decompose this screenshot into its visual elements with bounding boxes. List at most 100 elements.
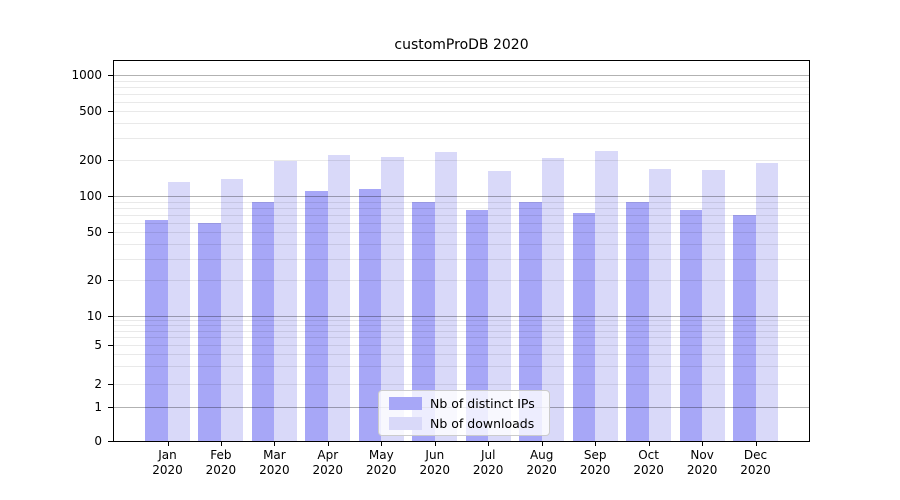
bar-downloads: [167, 181, 190, 441]
y-gridline-minor: [114, 222, 809, 224]
y-gridline-minor: [114, 279, 809, 281]
y-gridline-minor: [114, 159, 809, 161]
y-gridline-minor: [114, 86, 809, 88]
bar-distinct-ips: [198, 222, 221, 441]
y-tick-mark: [108, 159, 113, 161]
y-gridline-minor: [114, 243, 809, 245]
y-gridline-minor: [114, 80, 809, 82]
bar-downloads: [434, 151, 458, 441]
bar-distinct-ips: [519, 202, 542, 441]
bar-downloads: [702, 170, 725, 441]
x-tick-label: Jan 2020: [152, 448, 183, 477]
x-tick-mark: [702, 442, 704, 446]
x-tick-mark: [167, 442, 169, 446]
x-tick-mark: [595, 442, 597, 446]
bar-downloads: [488, 170, 511, 441]
y-tick-label: 10: [86, 308, 102, 323]
chart-title: customProDB 2020: [394, 37, 529, 53]
bar-distinct-ips: [733, 214, 756, 441]
y-gridline-minor: [114, 320, 809, 322]
bar-distinct-ips: [305, 191, 328, 441]
bar-distinct-ips: [679, 209, 703, 441]
y-tick-mark: [108, 232, 113, 234]
bar-downloads: [220, 178, 244, 441]
y-gridline-minor: [114, 232, 809, 234]
x-tick-label: Jun 2020: [419, 448, 451, 477]
x-tick-mark: [648, 442, 650, 446]
bar-distinct-ips: [465, 209, 489, 441]
y-tick-mark: [108, 383, 113, 385]
y-tick-mark: [108, 315, 113, 317]
y-gridline-minor: [114, 201, 809, 203]
y-gridline-minor: [114, 101, 809, 103]
x-tick-mark: [541, 442, 543, 446]
bar-distinct-ips: [145, 220, 168, 441]
y-gridline-minor: [114, 325, 809, 326]
y-tick-label: 5: [94, 337, 102, 352]
x-tick-mark: [755, 442, 757, 446]
legend-swatch-distinct-ips: [389, 396, 422, 410]
bar-distinct-ips: [358, 188, 382, 441]
x-tick-label: Aug 2020: [526, 448, 557, 477]
x-tick-label: May 2020: [366, 448, 397, 477]
x-tick-label: Oct 2020: [633, 448, 664, 477]
y-tick-label: 200: [79, 152, 102, 167]
x-tick-mark: [220, 442, 222, 446]
x-tick-mark: [488, 442, 490, 446]
x-tick-label: Mar 2020: [259, 448, 290, 477]
bar-downloads: [648, 168, 672, 441]
x-tick-label: Jul 2020: [472, 448, 504, 477]
y-tick-label: 2: [94, 376, 102, 391]
x-tick-label: Nov 2020: [686, 448, 718, 477]
x-tick-mark: [274, 442, 276, 446]
y-gridline-minor: [114, 123, 809, 125]
bar-distinct-ips: [251, 202, 275, 441]
legend-label: Nb of distinct IPs: [430, 395, 535, 411]
y-tick-mark: [108, 74, 113, 76]
y-gridline-minor: [114, 214, 809, 216]
x-tick-mark: [434, 442, 436, 446]
y-gridline-minor: [114, 354, 809, 356]
y-tick-label: 1: [94, 399, 102, 414]
plot-area: [113, 60, 810, 442]
bar-downloads: [595, 150, 618, 441]
x-tick-label: Sep 2020: [579, 448, 611, 477]
y-gridline-major: [114, 74, 809, 76]
y-tick-mark: [108, 196, 113, 198]
y-gridline-minor: [114, 344, 809, 346]
y-gridline-minor: [114, 258, 809, 260]
x-tick-mark: [327, 442, 329, 446]
y-tick-mark: [108, 441, 113, 442]
x-tick-label: Apr 2020: [312, 448, 344, 477]
legend-item: Nb of distinct IPs: [389, 396, 549, 411]
y-tick-label: 0: [94, 434, 102, 448]
y-tick-mark: [108, 344, 113, 346]
y-gridline-minor: [114, 383, 809, 385]
y-gridline-major: [114, 196, 809, 198]
y-tick-label: 1000: [71, 67, 102, 82]
y-gridline-minor: [114, 330, 809, 332]
bar-downloads: [327, 155, 351, 441]
y-gridline-minor: [114, 138, 809, 140]
y-gridline-minor: [114, 93, 809, 95]
bar-downloads: [274, 160, 297, 441]
y-tick-mark: [108, 279, 113, 281]
bar-downloads: [755, 162, 778, 441]
bar-distinct-ips: [626, 202, 649, 441]
y-tick-label: 50: [86, 225, 102, 240]
y-gridline-minor: [114, 366, 809, 368]
y-tick-label: 500: [79, 104, 102, 119]
bar-downloads: [381, 156, 404, 441]
bar-distinct-ips: [572, 213, 596, 441]
y-gridline-minor: [114, 111, 809, 113]
y-gridline-minor: [114, 207, 809, 209]
legend-label: Nb of downloads: [430, 415, 535, 431]
legend-item: Nb of downloads: [389, 416, 549, 431]
x-tick-label: Dec 2020: [740, 448, 771, 477]
y-gridline-major: [114, 315, 809, 317]
y-tick-label: 20: [86, 272, 102, 287]
y-tick-label: 100: [79, 189, 102, 204]
legend: Nb of distinct IPs Nb of downloads: [378, 390, 550, 436]
y-tick-mark: [108, 406, 113, 408]
